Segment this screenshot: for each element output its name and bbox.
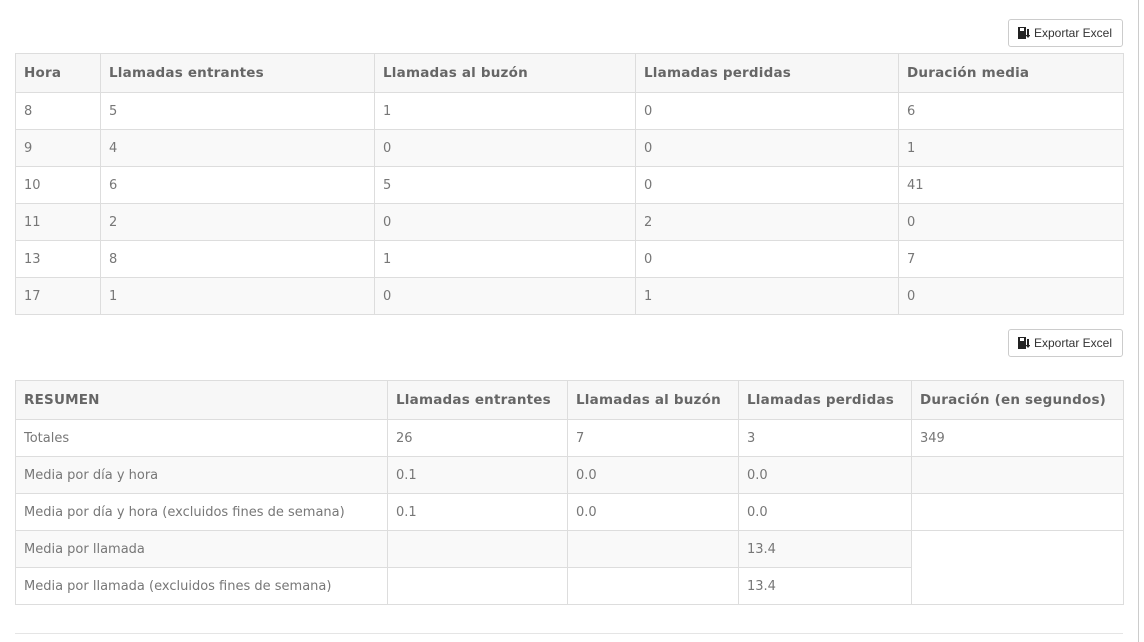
table-header-row: Hora Llamadas entrantes Llamadas al buzón L… [15, 53, 1124, 93]
table-cell: 13.4 [738, 567, 912, 605]
table-cell: 1 [898, 129, 1124, 167]
table-row: Media por día y hora 0.1 0.0 0.0 [15, 456, 1124, 494]
table-cell: 1 [100, 277, 375, 315]
column-header: RESUMEN [15, 380, 388, 420]
table-row: Totales 26 7 3 349 [15, 419, 1124, 457]
table-cell: 0.0 [738, 493, 912, 531]
table-cell: 0.0 [567, 456, 739, 494]
table-cell [911, 530, 1124, 605]
column-header: Llamadas al buzón [374, 53, 636, 93]
table-cell: 0.1 [387, 493, 568, 531]
table-cell: 8 [100, 240, 375, 278]
table-cell: 0 [635, 240, 899, 278]
table-row: Media por llamada (excluidos fines de se… [15, 567, 1124, 605]
table-cell [567, 530, 739, 568]
table-cell: 1 [374, 240, 636, 278]
table-cell: Media por día y hora [15, 456, 388, 494]
table-cell: 11 [15, 203, 101, 241]
table-cell: 5 [374, 166, 636, 204]
table-cell: 0 [898, 277, 1124, 315]
export-excel-button-summary[interactable]: Exportar Excel [1007, 329, 1123, 357]
save-file-icon [1017, 27, 1030, 39]
table-cell: 8 [15, 92, 101, 130]
table-cell: 0 [374, 203, 636, 241]
table-cell: 349 [911, 419, 1124, 457]
table-cell: 41 [898, 166, 1124, 204]
export-excel-button[interactable]: Exportar Excel [1007, 19, 1123, 47]
table-cell: 10 [15, 166, 101, 204]
table-cell: 6 [100, 166, 375, 204]
table-header-row: RESUMEN Llamadas entrantes Llamadas al buz… [15, 380, 1124, 420]
hourly-calls-table: Hora Llamadas entrantes Llamadas al buzón L… [15, 53, 1124, 315]
scrollbar[interactable] [1138, 0, 1139, 642]
column-header: Llamadas al buzón [567, 380, 739, 420]
table-cell: 1 [374, 92, 636, 130]
table-cell: 7 [567, 419, 739, 457]
export-excel-label: Exportar Excel [1033, 26, 1112, 40]
table-cell: 0 [635, 166, 899, 204]
table-cell: 1 [635, 277, 899, 315]
table-cell: 9 [15, 129, 101, 167]
table-cell: 2 [635, 203, 899, 241]
column-header: Duración media [898, 53, 1124, 93]
table-cell: 7 [898, 240, 1124, 278]
save-file-icon [1017, 337, 1030, 349]
table-cell: 4 [100, 129, 375, 167]
table-row: Media por día y hora (excluidos fines de… [15, 493, 1124, 531]
column-header: Llamadas perdidas [635, 53, 899, 93]
table-cell: Media por llamada (excluidos fines de se… [15, 567, 388, 605]
table-row: Media por llamada 13.4 [15, 530, 1124, 605]
table-cell: 0 [635, 92, 899, 130]
table-cell [387, 567, 568, 605]
column-header: Llamadas perdidas [738, 380, 912, 420]
summary-table: RESUMEN Llamadas entrantes Llamadas al buz… [15, 380, 1124, 605]
table-cell: 3 [738, 419, 912, 457]
table-cell: 0 [374, 277, 636, 315]
table-cell: 0.1 [387, 456, 568, 494]
table-cell: 0 [898, 203, 1124, 241]
table-row: 10 6 5 0 41 [15, 166, 1124, 204]
table-cell: 13 [15, 240, 101, 278]
table-cell [911, 493, 1124, 531]
column-header: Llamadas entrantes [387, 380, 568, 420]
table-cell: Totales [15, 419, 388, 457]
table-row: 11 2 0 2 0 [15, 203, 1124, 241]
table-cell: Media por llamada [15, 530, 388, 568]
table-row: 13 8 1 0 7 [15, 240, 1124, 278]
table-cell: 0.0 [738, 456, 912, 494]
table-cell: 2 [100, 203, 375, 241]
table-cell: Media por día y hora (excluidos fines de… [15, 493, 388, 531]
column-header: Duración (en segundos) [911, 380, 1124, 420]
export-excel-label: Exportar Excel [1033, 336, 1112, 350]
table-cell [911, 456, 1124, 494]
table-cell [567, 567, 739, 605]
column-header: Hora [15, 53, 101, 93]
column-header: Llamadas entrantes [100, 53, 375, 93]
table-cell: 0 [374, 129, 636, 167]
table-cell: 13.4 [738, 530, 912, 568]
table-cell: 26 [387, 419, 568, 457]
table-cell: 6 [898, 92, 1124, 130]
table-cell: 5 [100, 92, 375, 130]
divider [15, 633, 1123, 634]
table-cell [387, 530, 568, 568]
table-cell: 17 [15, 277, 101, 315]
table-row: 17 1 0 1 0 [15, 277, 1124, 315]
table-cell: 0.0 [567, 493, 739, 531]
table-cell: 0 [635, 129, 899, 167]
